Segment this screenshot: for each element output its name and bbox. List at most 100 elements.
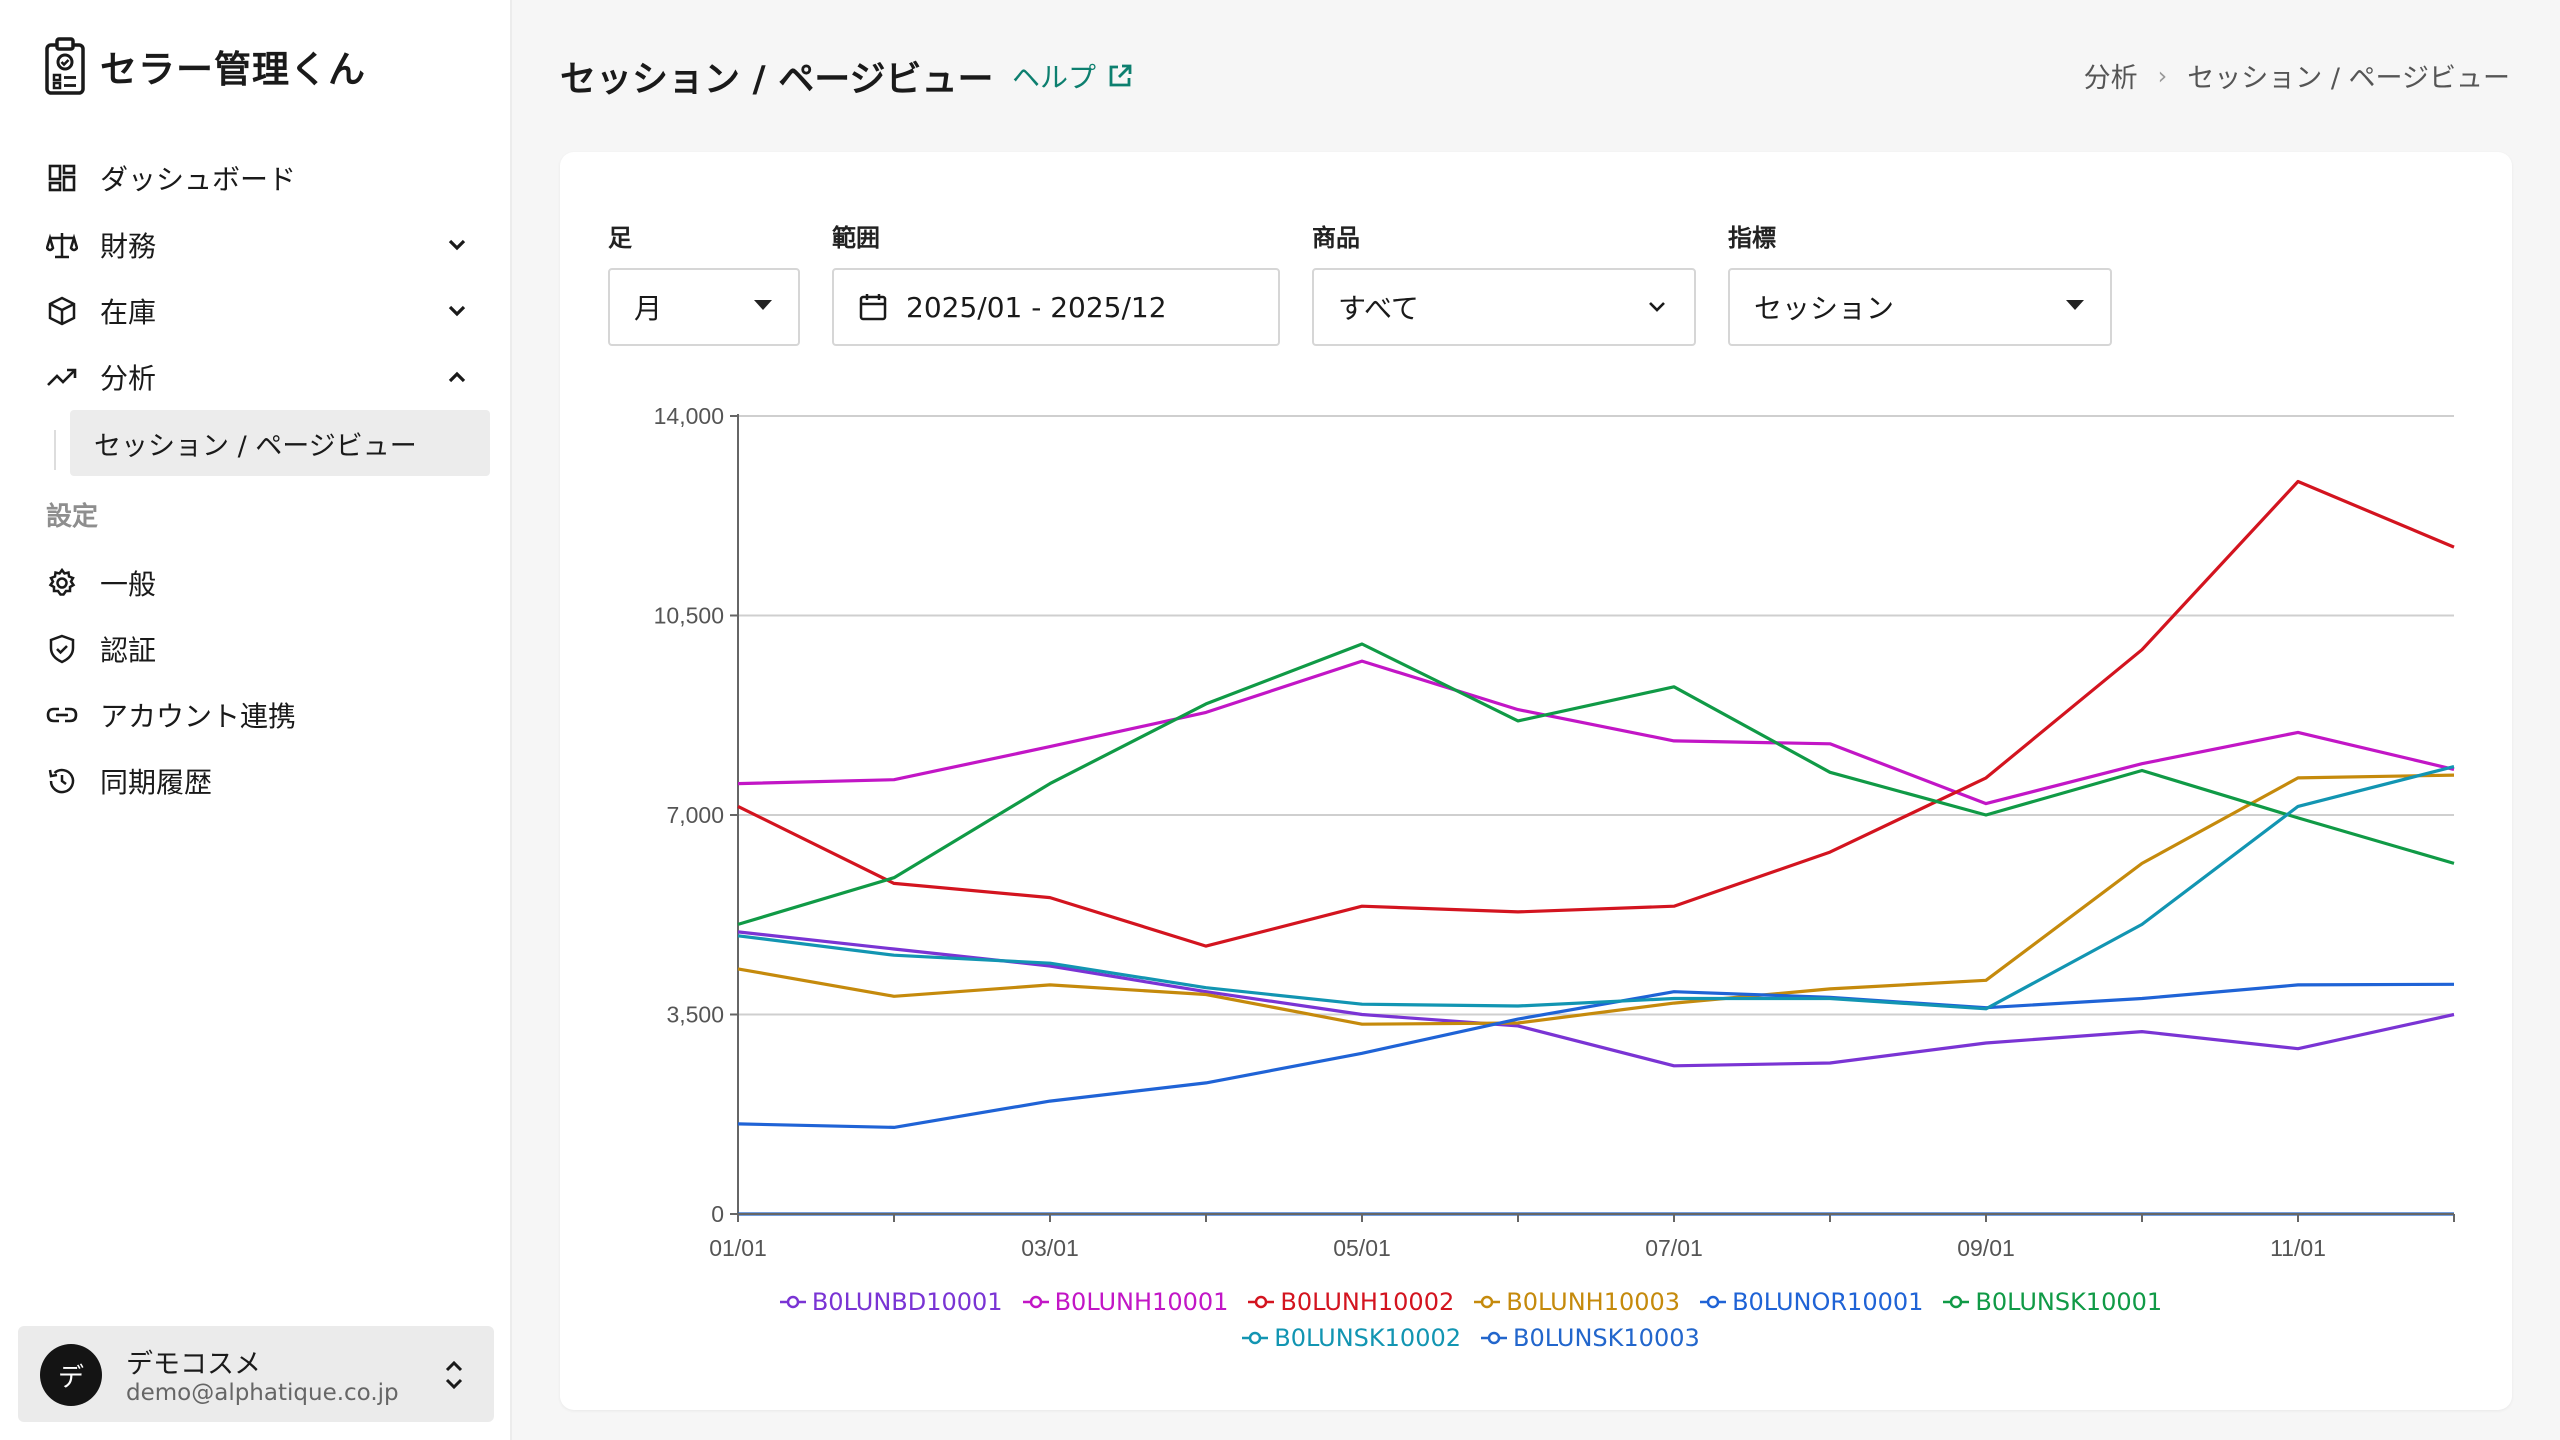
- box-icon: [44, 293, 80, 329]
- legend-item[interactable]: B0LUNH10003: [1474, 1288, 1680, 1316]
- legend-item[interactable]: B0LUNSK10001: [1943, 1288, 2162, 1316]
- x-tick-label: 03/01: [1021, 1235, 1079, 1261]
- shield-check-icon: [44, 631, 80, 667]
- legend-label: B0LUNSK10001: [1975, 1288, 2163, 1316]
- x-tick-label: 11/01: [2270, 1235, 2326, 1261]
- y-tick-label: 7,000: [666, 802, 724, 828]
- legend-marker-icon: [779, 1295, 806, 1309]
- sidebar-item-label: アカウント連携: [100, 700, 297, 733]
- trending-up-icon: [44, 359, 80, 395]
- caret-down-icon: [754, 300, 772, 310]
- breadcrumb-item-current: セッション / ページビュー: [2187, 63, 2510, 94]
- sidebar-item-dashboard[interactable]: ダッシュボード: [44, 149, 484, 207]
- y-tick-label: 0: [711, 1201, 724, 1227]
- user-menu[interactable]: デ デモコスメ demo@alphatique.co.jp: [18, 1326, 494, 1422]
- help-link[interactable]: ヘルプ: [1012, 56, 1134, 96]
- legend-label: B0LUNOR10001: [1732, 1288, 1924, 1316]
- legend-item[interactable]: B0LUNOR10001: [1700, 1288, 1923, 1316]
- line-chart: 0 3,500 7,000 10,500 14,000 01/01 03/01 05/01 07…: [654, 403, 2455, 1261]
- legend-label: B0LUNH10002: [1280, 1288, 1455, 1316]
- x-tick-label: 09/01: [1957, 1235, 2015, 1261]
- legend-item[interactable]: B0LUNH10001: [1022, 1288, 1229, 1316]
- legend-label: B0LUNH10001: [1054, 1288, 1229, 1316]
- y-tick-label: 3,500: [666, 1002, 724, 1028]
- range-picker[interactable]: 2025/01 - 2025/12: [832, 268, 1280, 346]
- sidebar-sub-item-label: セッション / ページビュー: [94, 430, 417, 462]
- chevron-down-icon: [448, 239, 466, 251]
- dashboard-icon: [44, 160, 80, 196]
- sidebar-item-label: 認証: [100, 634, 157, 667]
- calendar-icon: [859, 294, 887, 321]
- legend-item[interactable]: B0LUNH10002: [1248, 1288, 1454, 1316]
- brand[interactable]: セラー管理くん: [44, 36, 366, 96]
- interval-select[interactable]: 月: [608, 268, 800, 346]
- legend-marker-icon: [1022, 1295, 1049, 1309]
- series-line-b0lunor10001: [737, 982, 2455, 1130]
- series-line-b0lunsk10002: [737, 765, 2455, 1011]
- sidebar-item-analytics[interactable]: 分析: [44, 348, 484, 406]
- legend-label: B0LUNSK10002: [1274, 1324, 1461, 1352]
- metric-select[interactable]: セッション: [1728, 268, 2112, 346]
- series-line-b0lunsk10001: [737, 642, 2455, 926]
- chevron-up-icon: [448, 371, 466, 383]
- sidebar-item-label: 同期履歴: [100, 766, 213, 799]
- external-link-icon: [1109, 64, 1132, 87]
- legend-label: B0LUNH10003: [1506, 1288, 1681, 1316]
- gear-icon: [44, 565, 80, 601]
- sidebar-item-general[interactable]: 一般: [44, 554, 484, 612]
- page-title: セッション / ページビュー: [560, 59, 994, 100]
- range-label: 範囲: [832, 224, 880, 252]
- legend-label: B0LUNBD10001: [811, 1288, 1003, 1316]
- legend-marker-icon: [1700, 1295, 1727, 1309]
- legend-item[interactable]: B0LUNSK10002: [1242, 1324, 1461, 1352]
- chevron-right-icon: ›: [2157, 61, 2168, 90]
- interval-label: 足: [608, 224, 632, 252]
- legend-marker-icon: [1242, 1331, 1269, 1345]
- user-email: demo@alphatique.co.jp: [126, 1380, 399, 1406]
- sidebar-item-sync-history[interactable]: 同期履歴: [44, 752, 484, 810]
- series-line-b0lunh10001: [737, 659, 2455, 806]
- caret-down-icon: [2066, 300, 2084, 310]
- settings-section-label: 設定: [46, 502, 99, 532]
- range-value: 2025/01 - 2025/12: [906, 290, 1167, 324]
- breadcrumb-item-analytics[interactable]: 分析: [2083, 63, 2138, 94]
- legend-marker-icon: [1248, 1295, 1275, 1309]
- sidebar-item-sessions-pageviews[interactable]: セッション / ページビュー: [70, 410, 490, 476]
- avatar: デ: [40, 1344, 102, 1406]
- submenu-guide-line: [54, 430, 56, 470]
- metric-value: セッション: [1754, 292, 1895, 325]
- app-name: セラー管理くん: [100, 48, 366, 91]
- series-line-b0lunbd10001: [737, 930, 2455, 1068]
- sidebar: セラー管理くん ダッシュボード 財務 在庫 分析 セッション / ページビュー …: [0, 0, 512, 1440]
- x-tick-label: 05/01: [1333, 1235, 1391, 1261]
- sidebar-item-finance[interactable]: 財務: [44, 216, 484, 274]
- sidebar-item-label: ダッシュボード: [100, 163, 297, 196]
- product-value: すべて: [1338, 292, 1419, 325]
- chart-legend: B0LUNBD10001 B0LUNH10001 B0LUNH10002 B0LUNH…: [560, 1288, 2512, 1352]
- sidebar-item-label: 在庫: [100, 296, 157, 329]
- history-icon: [44, 763, 80, 799]
- sidebar-item-account-link[interactable]: アカウント連携: [44, 686, 484, 744]
- interval-value: 月: [634, 292, 663, 325]
- x-tick-label: 07/01: [1645, 1235, 1703, 1261]
- x-tick-label: 01/01: [709, 1235, 767, 1261]
- chevron-down-icon: [448, 305, 466, 317]
- legend-label: B0LUNSK10003: [1513, 1324, 1700, 1352]
- legend-marker-icon: [1943, 1295, 1970, 1309]
- legend-item[interactable]: B0LUNSK10003: [1481, 1324, 1700, 1352]
- product-select[interactable]: すべて: [1312, 268, 1696, 346]
- scale-icon: [44, 227, 80, 263]
- series-line-b0lunh10003: [737, 773, 2455, 1026]
- legend-marker-icon: [1474, 1295, 1501, 1309]
- sidebar-item-auth[interactable]: 認証: [44, 620, 484, 678]
- sidebar-item-label: 分析: [100, 362, 157, 395]
- y-tick-label: 14,000: [654, 403, 724, 429]
- legend-item[interactable]: B0LUNBD10001: [779, 1288, 1003, 1316]
- product-label: 商品: [1312, 224, 1360, 252]
- link-icon: [44, 697, 80, 733]
- sidebar-item-label: 一般: [100, 568, 157, 601]
- help-link-label: ヘルプ: [1012, 61, 1097, 94]
- chevron-down-icon: [1649, 302, 1665, 312]
- sidebar-item-inventory[interactable]: 在庫: [44, 282, 484, 340]
- user-name: デモコスメ: [126, 1349, 261, 1380]
